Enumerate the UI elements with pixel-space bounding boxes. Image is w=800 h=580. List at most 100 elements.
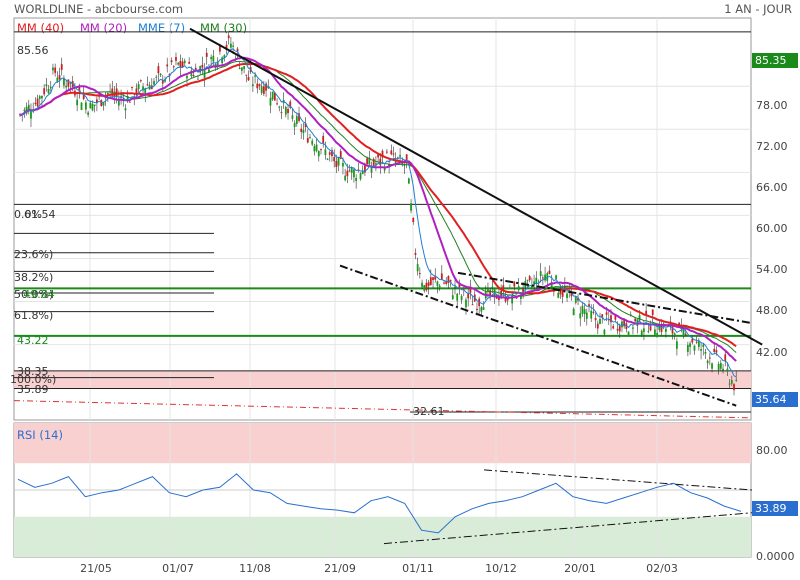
candle-body: [612, 326, 615, 329]
candle-body: [328, 152, 331, 155]
candle-body: [361, 170, 364, 175]
candle-body: [157, 66, 160, 74]
candle-body: [610, 315, 612, 323]
candle-body: [102, 102, 105, 106]
candle-body: [423, 285, 426, 291]
candle-body: [733, 384, 735, 391]
candle-body: [599, 318, 601, 325]
candle-body: [153, 81, 155, 85]
candle-body: [596, 323, 599, 329]
candle-body: [421, 282, 423, 287]
candle-body: [166, 64, 169, 67]
candle-body: [638, 315, 641, 321]
rsi-line: [17, 473, 742, 534]
resistance-trendline: [189, 27, 763, 346]
candle-body: [322, 135, 325, 144]
candle-body: [607, 319, 610, 321]
candle-body: [456, 293, 459, 301]
candle-body: [192, 75, 195, 77]
candle-body: [601, 314, 604, 318]
candle-body: [25, 106, 28, 114]
candle-body: [348, 170, 351, 172]
candle-body: [333, 157, 336, 162]
candle-body: [412, 217, 415, 223]
candle-body: [216, 61, 219, 66]
candle-body: [405, 154, 408, 162]
candle-body: [480, 307, 483, 312]
candle-body: [467, 293, 470, 299]
candle-body: [194, 67, 197, 71]
candle-body: [359, 173, 362, 180]
candle-body: [317, 151, 320, 157]
candle-body: [471, 304, 474, 306]
candle-body: [489, 290, 492, 296]
candle-body: [258, 84, 261, 87]
candle-body: [355, 177, 358, 181]
candle-body: [63, 78, 65, 86]
candle-body: [487, 288, 489, 291]
candle-body: [502, 285, 505, 290]
x-tick-4: 01/11: [402, 562, 434, 575]
candle-body: [278, 106, 281, 108]
level-label-85: 85.56: [17, 44, 49, 57]
x-tick-1: 01/07: [162, 562, 194, 575]
candle-body: [135, 88, 138, 95]
candle-body: [183, 60, 186, 64]
candle-body: [632, 327, 634, 329]
candle-body: [223, 55, 226, 58]
candle-body: [645, 310, 648, 315]
candle-body: [550, 282, 553, 288]
candle-body: [660, 325, 663, 333]
candle-body: [623, 319, 626, 327]
candle-body: [254, 75, 256, 77]
candle-body: [181, 61, 184, 68]
candle-body: [315, 144, 318, 151]
candle-body: [67, 79, 70, 87]
candle-body: [117, 98, 120, 106]
candle-body: [168, 74, 171, 76]
candle-body: [440, 273, 443, 280]
candle-body: [225, 44, 228, 50]
candle-body: [289, 101, 292, 108]
candle-body: [438, 285, 441, 289]
candle-body: [651, 309, 654, 316]
candle-body: [557, 292, 560, 298]
candle-body: [201, 64, 204, 68]
y-tick-42: 42.00: [756, 346, 788, 359]
candle-body: [65, 85, 68, 88]
y-tick-54: 54.00: [756, 263, 788, 276]
candle-body: [458, 282, 461, 288]
candle-body: [175, 56, 177, 61]
candle-body: [30, 111, 32, 119]
candle-body: [43, 88, 46, 95]
candle-body: [91, 103, 94, 111]
candle-body: [717, 363, 720, 370]
x-tick-6: 20/01: [564, 562, 596, 575]
candle-body: [559, 288, 562, 295]
candle-body: [52, 67, 54, 71]
candle-body: [350, 167, 353, 173]
candle-body: [702, 344, 705, 347]
candle-body: [177, 62, 180, 65]
candle-body: [212, 55, 215, 62]
candle-body: [227, 35, 230, 39]
candle-body: [447, 275, 450, 283]
candle-body: [693, 345, 696, 351]
candle-body: [36, 98, 39, 107]
candle-body: [585, 312, 588, 319]
series-mme7: [19, 48, 737, 378]
level-label-61-text: 61.54: [23, 208, 56, 221]
candle-body: [260, 86, 263, 93]
last-price-badge: 35.64: [752, 392, 798, 407]
candle-body: [320, 149, 322, 151]
candle-body: [219, 44, 221, 52]
candle-body: [269, 97, 272, 106]
candle-body: [155, 76, 158, 78]
candle-body: [577, 297, 579, 301]
candle-body: [377, 154, 380, 158]
candle-body: [643, 328, 645, 332]
candle-body: [139, 80, 142, 82]
candle-body: [649, 326, 652, 331]
candle-body: [561, 289, 564, 297]
candle-body: [41, 95, 43, 99]
